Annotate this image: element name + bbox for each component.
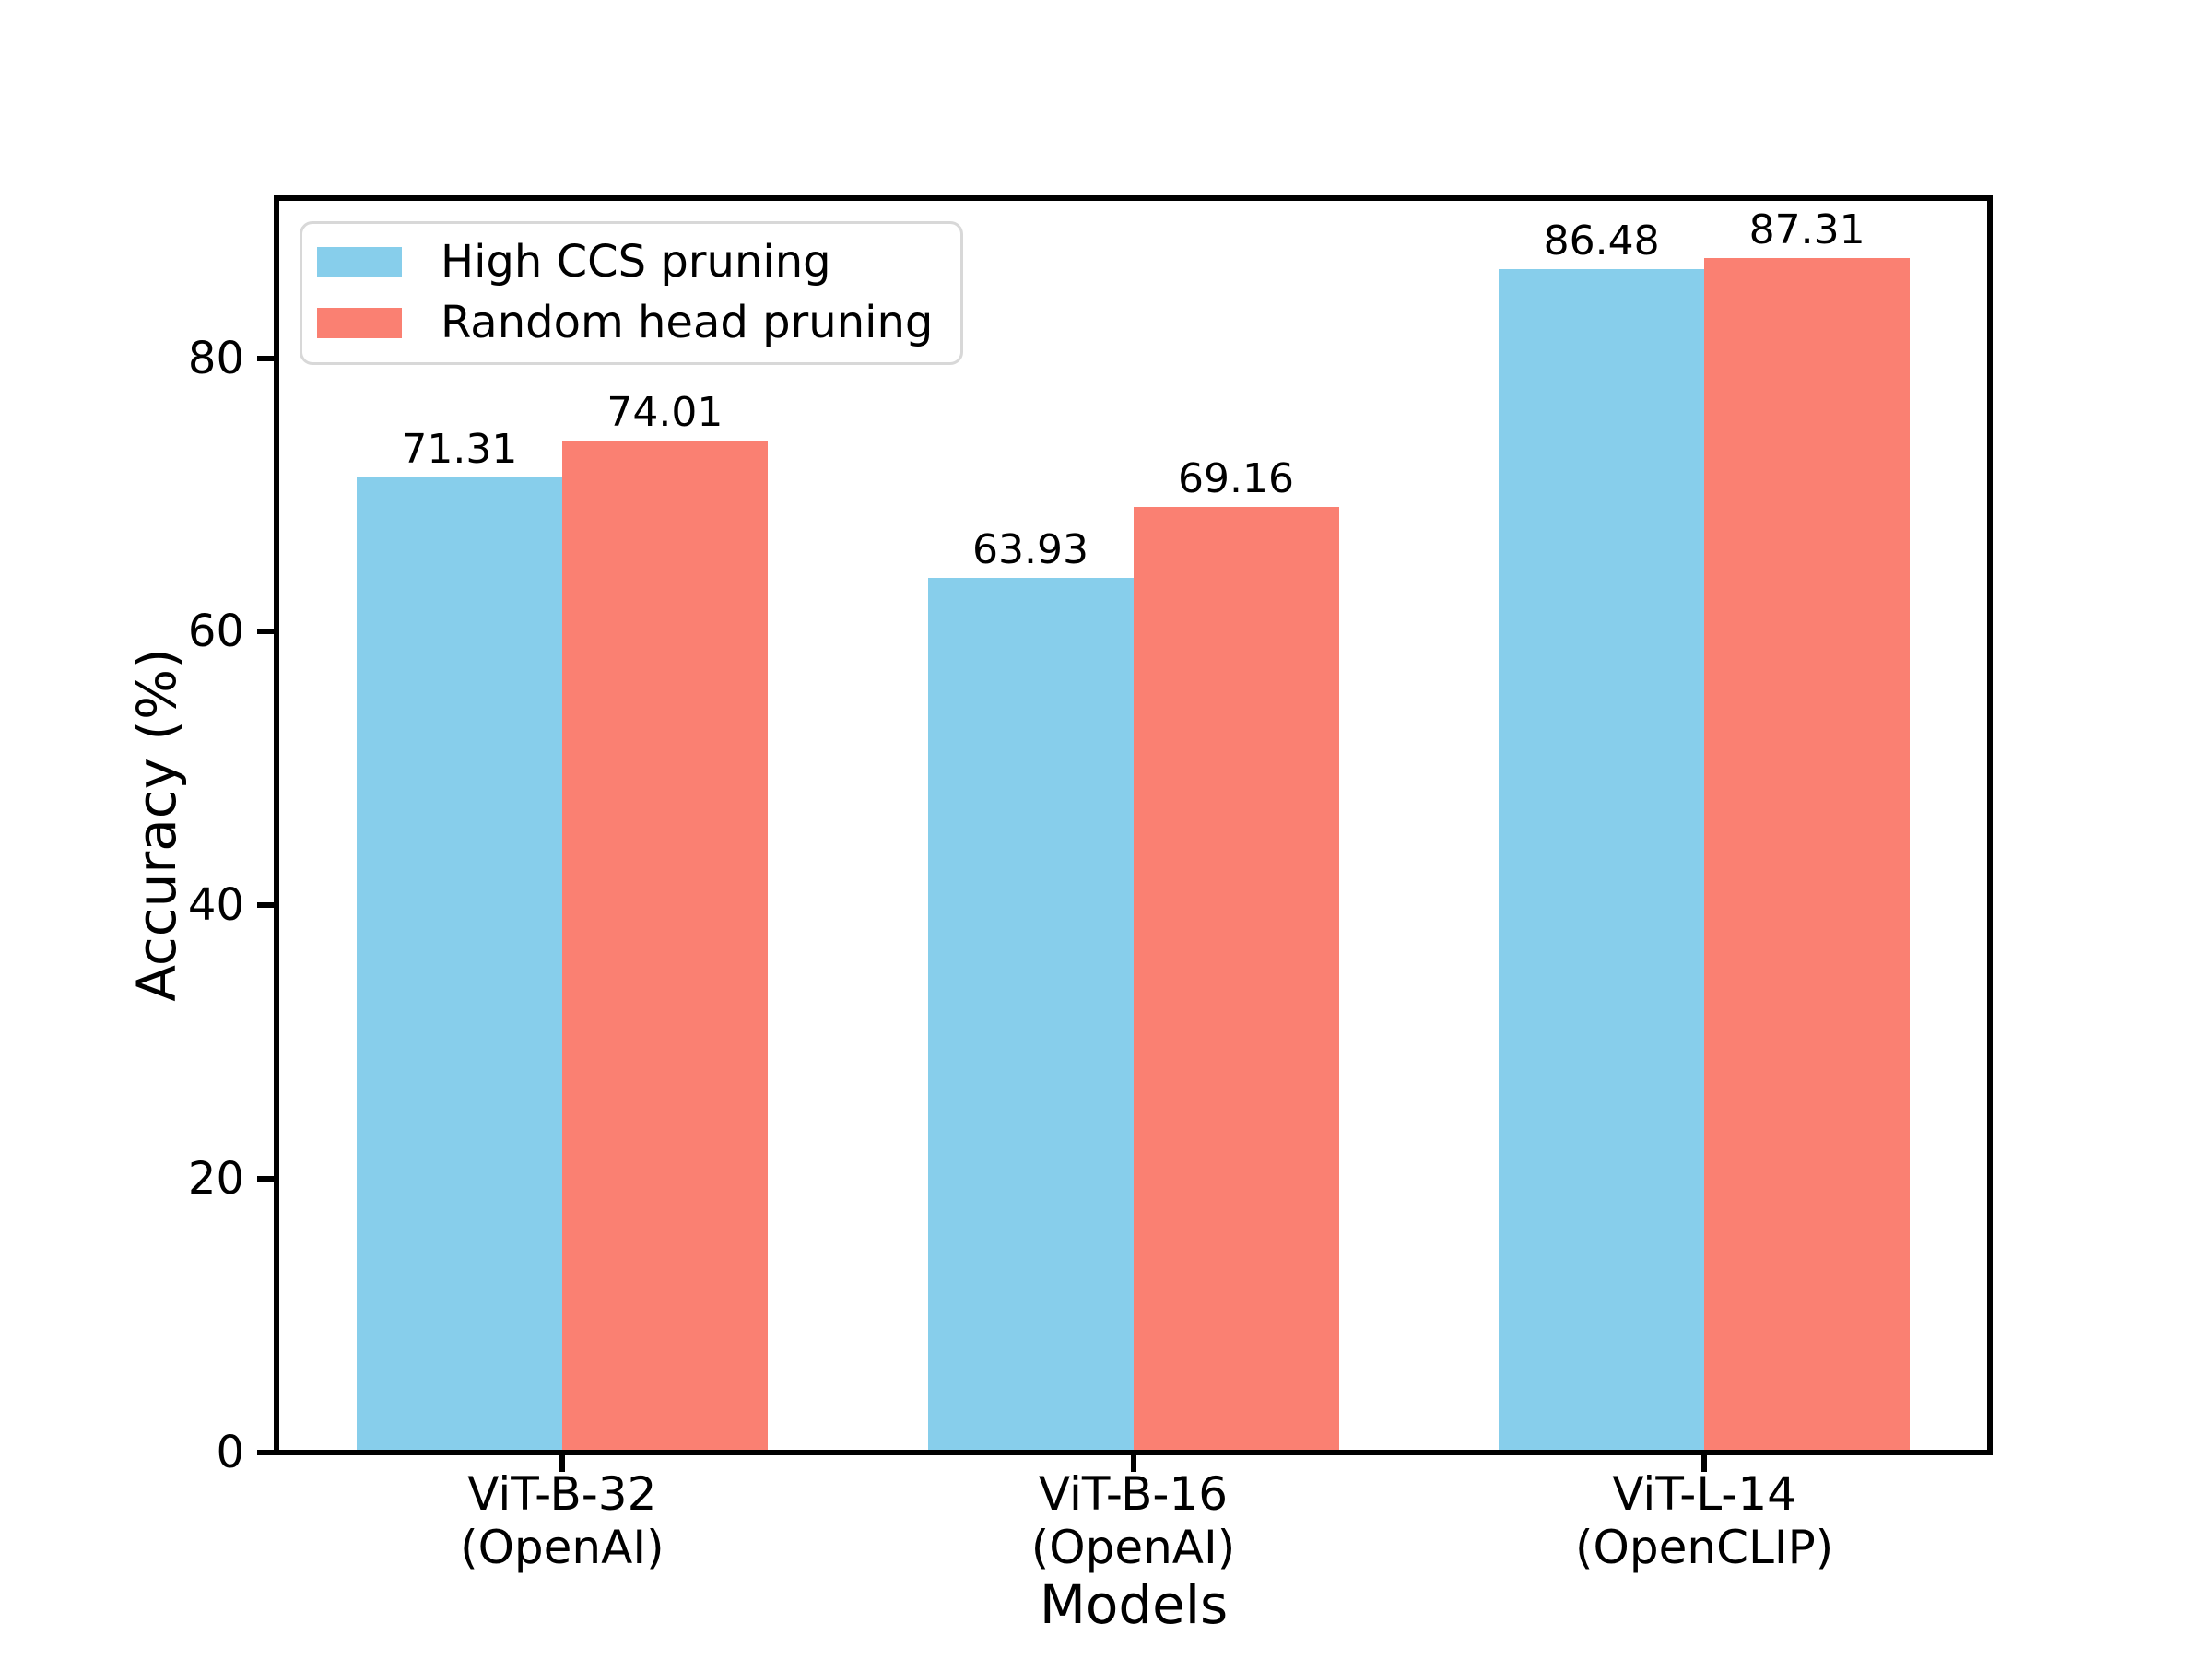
bar-value-label: 71.31	[401, 425, 518, 473]
legend-swatch-high-ccs-icon	[317, 246, 402, 277]
legend: High CCS pruning Random head pruning	[300, 221, 964, 365]
y-axis-label: Accuracy (%)	[125, 648, 188, 1002]
y-axis-tick	[257, 902, 274, 909]
bar-value-label: 87.31	[1748, 206, 1865, 254]
y-axis-tick	[257, 629, 274, 635]
x-axis-tick	[559, 1455, 565, 1472]
bar-value-label: 86.48	[1543, 218, 1660, 265]
legend-label-high-ccs: High CCS pruning	[441, 236, 831, 288]
bar-high-ccs-pruning	[927, 578, 1134, 1450]
y-axis-tick-label: 60	[187, 606, 244, 658]
bar-value-label: 69.16	[1178, 454, 1294, 502]
y-axis-tick-label: 80	[187, 332, 244, 384]
x-axis-category-label: ViT-B-16 (OpenAI)	[1030, 1467, 1236, 1574]
x-axis-category-label: ViT-B-32 (OpenAI)	[460, 1467, 665, 1574]
bar-high-ccs-pruning	[1499, 269, 1705, 1450]
bar-value-label: 74.01	[606, 388, 724, 436]
bar-value-label: 63.93	[972, 526, 1088, 574]
legend-swatch-random-head-icon	[317, 307, 402, 338]
bar-high-ccs-pruning	[356, 477, 562, 1450]
legend-item-random-head: Random head pruning	[317, 296, 933, 349]
x-axis-tick	[1130, 1455, 1136, 1472]
x-axis-label: Models	[1039, 1573, 1229, 1636]
x-axis-tick	[1701, 1455, 1708, 1472]
x-axis-category-label: ViT-L-14 (OpenCLIP)	[1575, 1467, 1834, 1574]
y-axis-tick-label: 40	[187, 879, 244, 932]
bar-random-head-pruning	[561, 440, 768, 1450]
y-axis-tick	[257, 1450, 274, 1455]
legend-item-high-ccs: High CCS pruning	[317, 235, 933, 288]
bar-random-head-pruning	[1133, 506, 1339, 1450]
y-axis-tick	[257, 355, 274, 361]
legend-label-random-head: Random head pruning	[441, 297, 934, 348]
bar-random-head-pruning	[1704, 258, 1911, 1450]
y-axis-tick	[257, 1176, 274, 1182]
y-axis-tick-label: 20	[187, 1153, 244, 1206]
y-axis-tick-label: 0	[216, 1427, 244, 1478]
